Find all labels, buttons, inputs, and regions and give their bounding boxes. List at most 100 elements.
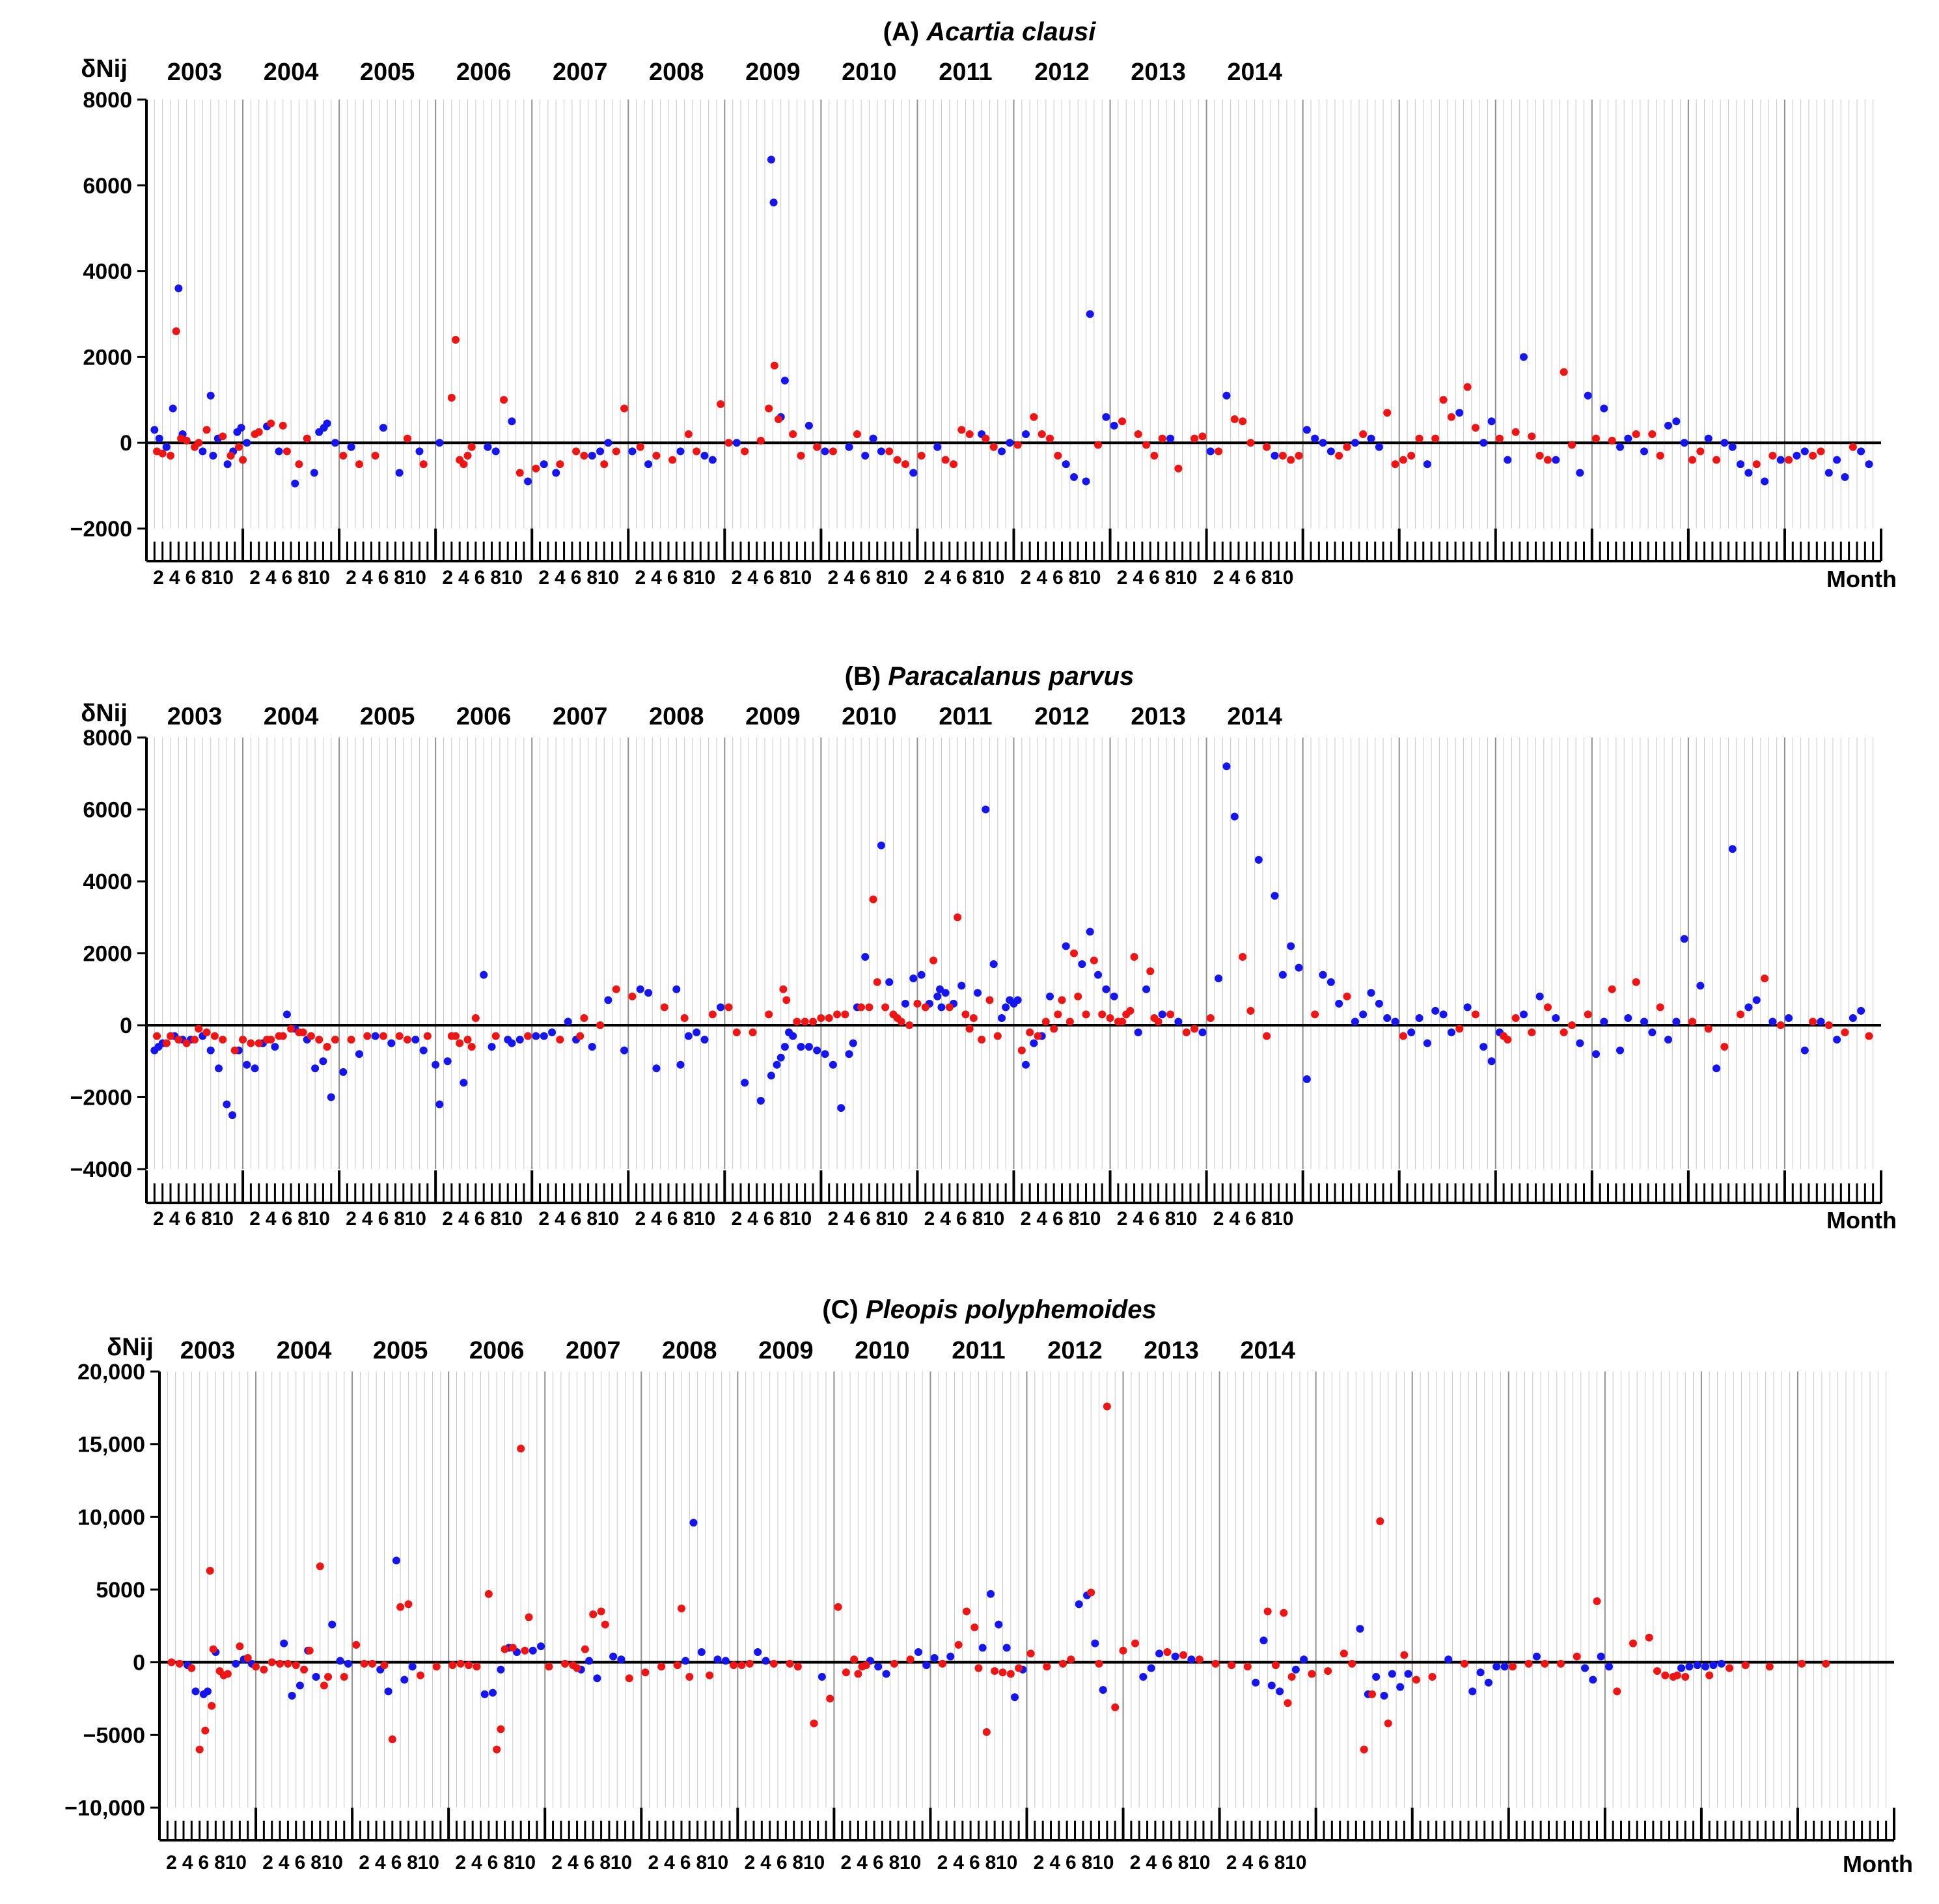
data-point-red: [596, 1021, 605, 1029]
month-label: 8: [696, 1852, 707, 1873]
data-point-red: [239, 1036, 247, 1044]
data-point-blue: [1680, 935, 1688, 943]
data-point-blue: [885, 978, 894, 986]
data-point-red: [1407, 451, 1416, 460]
year-label: 2007: [553, 703, 608, 730]
data-point-red: [493, 1745, 501, 1754]
data-point-red: [1573, 1652, 1581, 1661]
year-label: 2013: [1144, 1337, 1199, 1364]
data-point-red: [236, 1642, 244, 1651]
data-point-red: [1463, 383, 1472, 391]
data-point-blue: [1576, 1039, 1584, 1047]
data-point-blue: [331, 439, 339, 447]
data-point-red: [267, 419, 275, 428]
data-point-red: [612, 985, 620, 993]
data-point-blue: [914, 1648, 922, 1657]
year-label: 2007: [566, 1337, 621, 1364]
data-point-red: [174, 1036, 183, 1044]
month-label: 2: [1226, 1852, 1237, 1873]
data-point-red: [1645, 1633, 1653, 1642]
data-point-red: [1263, 443, 1271, 451]
data-point-red: [1287, 456, 1295, 464]
data-point-red: [954, 1640, 963, 1649]
month-label: 4: [857, 1852, 868, 1873]
data-point-blue: [821, 447, 829, 456]
data-point-red: [1308, 1670, 1316, 1678]
data-point-blue: [997, 1014, 1006, 1022]
panel-a-axes: [137, 98, 1882, 562]
data-point-red: [969, 1014, 978, 1022]
data-point-red: [1030, 413, 1038, 421]
data-point-red: [219, 432, 227, 441]
data-point-blue: [443, 1057, 452, 1066]
data-point-blue: [804, 421, 813, 430]
data-point-blue: [829, 1060, 837, 1069]
data-point-blue: [1640, 1017, 1649, 1026]
month-label: 4: [1229, 567, 1240, 588]
month-label: 10: [309, 1208, 330, 1230]
y-tick-label: −2000: [70, 1086, 133, 1111]
data-point-blue: [480, 971, 488, 979]
data-point-blue: [933, 992, 942, 1000]
month-label: 2: [538, 567, 549, 588]
data-point-red: [774, 415, 782, 423]
data-point-red: [809, 1017, 818, 1026]
data-point-red: [1335, 451, 1343, 460]
data-point-blue: [845, 1050, 853, 1058]
data-point-blue: [1142, 985, 1151, 993]
data-point-blue: [1592, 1050, 1601, 1058]
data-point-blue: [1817, 1017, 1825, 1026]
month-label: 6: [378, 567, 389, 588]
data-point-red: [786, 1659, 794, 1668]
data-point-blue: [681, 1657, 690, 1665]
data-point-blue: [1380, 1692, 1388, 1700]
data-point-blue: [336, 1657, 344, 1665]
data-point-red: [985, 996, 994, 1004]
year-label: 2008: [662, 1337, 717, 1364]
data-point-red: [1656, 1003, 1664, 1012]
data-point-red: [210, 1032, 219, 1040]
data-point-blue: [837, 1104, 846, 1112]
month-label: 8: [490, 1208, 501, 1230]
month-label: 6: [1162, 1852, 1173, 1873]
data-point-red: [1543, 456, 1552, 464]
data-point-blue: [1319, 439, 1327, 447]
year-label: 2005: [360, 59, 415, 86]
data-point-red: [581, 1645, 589, 1653]
data-point-red: [1087, 1588, 1095, 1597]
data-point-red: [620, 404, 629, 413]
data-point-blue: [395, 469, 404, 477]
data-point-red: [765, 404, 773, 413]
data-point-red: [316, 1562, 324, 1571]
month-label: 10: [1079, 567, 1101, 588]
panel-c-ylabel: δNij: [107, 1334, 154, 1361]
data-point-blue: [909, 974, 918, 983]
month-label: 6: [1149, 1208, 1160, 1230]
data-point-blue: [684, 1032, 693, 1040]
data-point-red: [315, 1036, 323, 1044]
data-point-red: [501, 1645, 509, 1653]
data-point-blue: [1444, 1655, 1453, 1664]
year-label: 2013: [1131, 703, 1186, 730]
month-label: 2: [346, 567, 357, 588]
month-label: 10: [887, 1208, 908, 1230]
data-point-blue: [311, 1064, 320, 1073]
data-point-red: [223, 1670, 232, 1678]
month-label: 4: [458, 1208, 469, 1230]
data-point-blue: [1222, 762, 1231, 771]
data-point-blue: [1102, 413, 1110, 421]
data-point-red: [945, 1003, 954, 1012]
data-point-blue: [312, 1673, 320, 1681]
data-point-red: [779, 985, 788, 993]
data-point-red: [826, 1694, 834, 1703]
data-point-red: [456, 1659, 465, 1668]
data-point-red: [1661, 1671, 1670, 1679]
data-point-blue: [1728, 443, 1737, 451]
data-point-blue: [1580, 1664, 1589, 1672]
data-point-blue: [1110, 421, 1118, 430]
data-point-red: [1560, 368, 1568, 376]
data-point-red: [1541, 1659, 1549, 1668]
month-label: 4: [362, 1208, 373, 1230]
data-point-red: [388, 1735, 396, 1744]
data-point-blue: [676, 447, 685, 456]
